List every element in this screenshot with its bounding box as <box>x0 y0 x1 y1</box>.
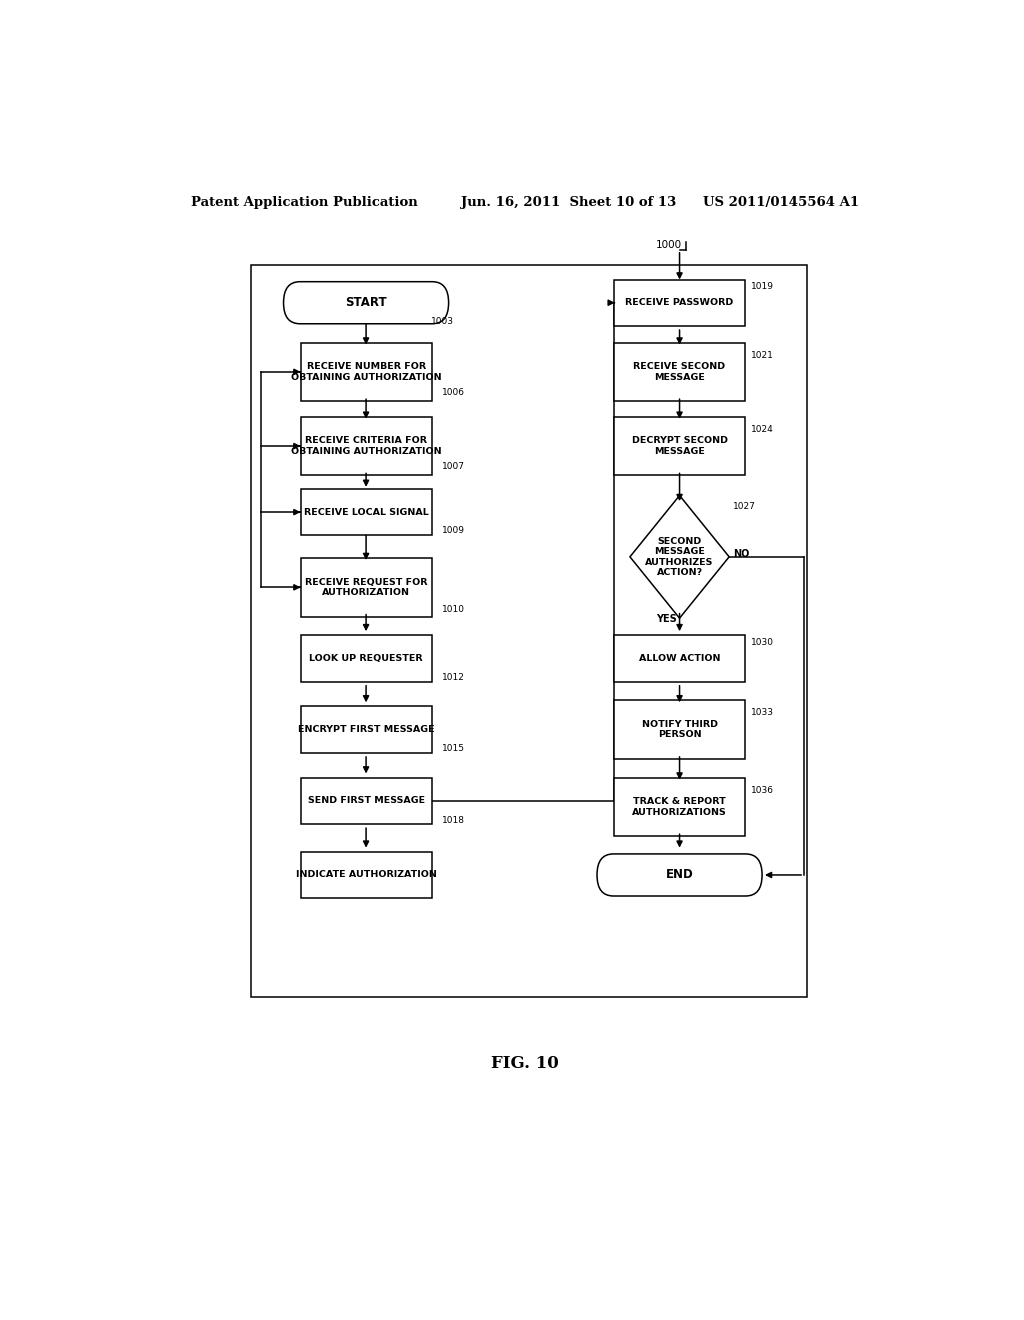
Text: 1030: 1030 <box>751 638 774 647</box>
Text: FIG. 10: FIG. 10 <box>490 1055 559 1072</box>
Text: RECEIVE NUMBER FOR
OBTAINING AUTHORIZATION: RECEIVE NUMBER FOR OBTAINING AUTHORIZATI… <box>291 362 441 381</box>
FancyBboxPatch shape <box>614 635 745 681</box>
Text: 1027: 1027 <box>733 502 756 511</box>
Text: US 2011/0145564 A1: US 2011/0145564 A1 <box>703 195 859 209</box>
Text: NOTIFY THIRD
PERSON: NOTIFY THIRD PERSON <box>642 719 718 739</box>
Text: ALLOW ACTION: ALLOW ACTION <box>639 653 720 663</box>
FancyBboxPatch shape <box>301 851 431 898</box>
FancyBboxPatch shape <box>614 417 745 475</box>
FancyBboxPatch shape <box>301 488 431 536</box>
Text: 1009: 1009 <box>441 525 465 535</box>
FancyBboxPatch shape <box>284 281 449 323</box>
Text: 1024: 1024 <box>751 425 774 434</box>
Text: RECEIVE SECOND
MESSAGE: RECEIVE SECOND MESSAGE <box>634 362 726 381</box>
Text: SEND FIRST MESSAGE: SEND FIRST MESSAGE <box>307 796 425 805</box>
Text: 1007: 1007 <box>441 462 465 471</box>
FancyBboxPatch shape <box>301 635 431 681</box>
Text: 1012: 1012 <box>441 673 464 682</box>
Text: 1019: 1019 <box>751 282 774 290</box>
Text: 1015: 1015 <box>441 744 465 754</box>
Text: DECRYPT SECOND
MESSAGE: DECRYPT SECOND MESSAGE <box>632 437 727 455</box>
Text: Jun. 16, 2011  Sheet 10 of 13: Jun. 16, 2011 Sheet 10 of 13 <box>461 195 677 209</box>
Text: 1010: 1010 <box>441 605 465 614</box>
FancyBboxPatch shape <box>597 854 762 896</box>
Text: SECOND
MESSAGE
AUTHORIZES
ACTION?: SECOND MESSAGE AUTHORIZES ACTION? <box>645 537 714 577</box>
Text: RECEIVE REQUEST FOR
AUTHORIZATION: RECEIVE REQUEST FOR AUTHORIZATION <box>305 578 427 597</box>
Text: 1033: 1033 <box>751 708 774 717</box>
Text: RECEIVE PASSWORD: RECEIVE PASSWORD <box>626 298 733 308</box>
Text: START: START <box>345 296 387 309</box>
Text: 1021: 1021 <box>751 351 774 360</box>
FancyBboxPatch shape <box>301 343 431 401</box>
Text: 1003: 1003 <box>431 317 455 326</box>
Text: 1000: 1000 <box>655 240 682 249</box>
Text: NO: NO <box>733 549 750 558</box>
Text: TRACK & REPORT
AUTHORIZATIONS: TRACK & REPORT AUTHORIZATIONS <box>632 797 727 817</box>
FancyBboxPatch shape <box>614 343 745 401</box>
Text: LOOK UP REQUESTER: LOOK UP REQUESTER <box>309 653 423 663</box>
FancyBboxPatch shape <box>614 280 745 326</box>
Text: 1018: 1018 <box>441 816 465 825</box>
FancyBboxPatch shape <box>301 417 431 475</box>
Text: RECEIVE LOCAL SIGNAL: RECEIVE LOCAL SIGNAL <box>304 508 428 516</box>
Text: YES: YES <box>655 614 677 624</box>
Text: 1006: 1006 <box>441 388 465 397</box>
Polygon shape <box>630 495 729 618</box>
FancyBboxPatch shape <box>614 777 745 836</box>
FancyBboxPatch shape <box>614 701 745 759</box>
FancyBboxPatch shape <box>301 706 431 752</box>
Text: END: END <box>666 869 693 882</box>
FancyBboxPatch shape <box>301 777 431 824</box>
Text: RECEIVE CRITERIA FOR
OBTAINING AUTHORIZATION: RECEIVE CRITERIA FOR OBTAINING AUTHORIZA… <box>291 437 441 455</box>
Text: Patent Application Publication: Patent Application Publication <box>191 195 418 209</box>
Text: INDICATE AUTHORIZATION: INDICATE AUTHORIZATION <box>296 870 436 879</box>
Text: 1036: 1036 <box>751 787 774 795</box>
Text: ENCRYPT FIRST MESSAGE: ENCRYPT FIRST MESSAGE <box>298 725 434 734</box>
FancyBboxPatch shape <box>301 558 431 616</box>
